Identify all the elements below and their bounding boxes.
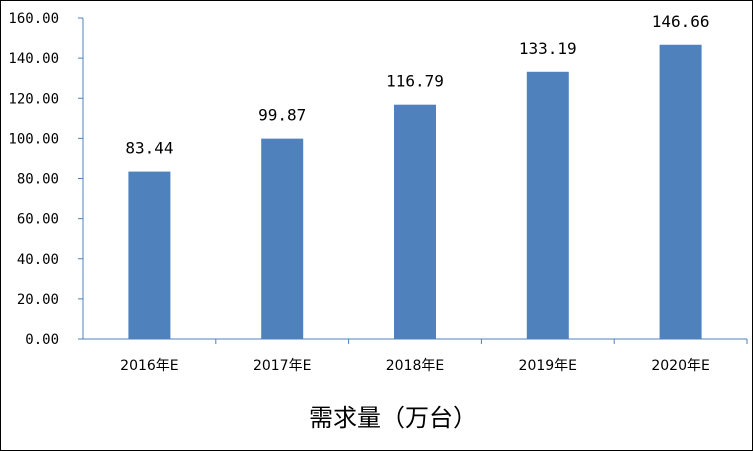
x-tick-label: 2017年E (253, 358, 311, 374)
bar-2019年E (526, 71, 569, 339)
y-tick-label: 40.00 (17, 252, 59, 268)
bar-2018年E (394, 104, 436, 339)
y-tick-label: 120.00 (8, 91, 59, 107)
y-tick-label: 160.00 (8, 11, 59, 27)
y-tick-label: 20.00 (17, 292, 59, 308)
x-axis-labels: 2016年E 2017年E 2018年E 2019年E 2020年E (120, 339, 748, 374)
data-label: 116.79 (386, 72, 444, 91)
chart-title: 需求量（万台） (309, 404, 477, 432)
y-tick-label: 60.00 (17, 212, 59, 228)
data-label: 99.87 (258, 106, 306, 125)
x-tick-label: 2020年E (651, 358, 709, 374)
y-tick-label: 0.00 (25, 332, 59, 348)
data-labels: 83.44 99.87 116.79 133.19 146.66 (125, 12, 709, 158)
data-label: 133.19 (519, 39, 577, 58)
bar-2017年E (261, 138, 304, 339)
y-tick-label: 80.00 (17, 172, 59, 188)
y-tick-label: 140.00 (8, 51, 59, 67)
x-tick-label: 2016年E (120, 358, 178, 374)
x-tick-label: 2019年E (519, 358, 577, 374)
data-label: 83.44 (125, 139, 173, 158)
data-label: 146.66 (652, 12, 710, 31)
y-tick-label: 100.00 (8, 131, 59, 147)
bar-2016年E (128, 171, 171, 339)
bar-2020年E (659, 44, 702, 340)
x-tick-label: 2018年E (386, 358, 444, 374)
bars (128, 44, 702, 340)
y-axis-ticks: 0.00 20.00 40.00 60.00 80.00 100.00 120.00 140.… (8, 11, 83, 348)
